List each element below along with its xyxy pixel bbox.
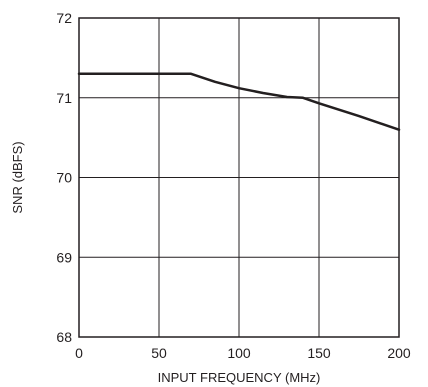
y-tick-label: 70 [56,170,72,186]
x-tick-label: 50 [151,345,167,361]
x-axis-label: INPUT FREQUENCY (MHz) [158,370,321,385]
x-tick-label: 100 [227,345,251,361]
y-tick-labels: 68 69 70 71 72 [56,10,72,345]
plot-frame [78,17,400,338]
series-line [77,72,401,131]
grid [78,17,400,338]
x-tick-label: 150 [307,345,331,361]
x-tick-labels: 0 50 100 150 200 [75,345,411,361]
y-axis-label: SNR (dBFS) [10,141,25,213]
x-tick-label: 200 [387,345,411,361]
y-tick-label: 72 [56,10,72,26]
x-tick-label: 0 [75,345,83,361]
y-tick-label: 69 [56,249,72,265]
y-tick-label: 68 [56,329,72,345]
y-tick-label: 71 [56,90,72,106]
